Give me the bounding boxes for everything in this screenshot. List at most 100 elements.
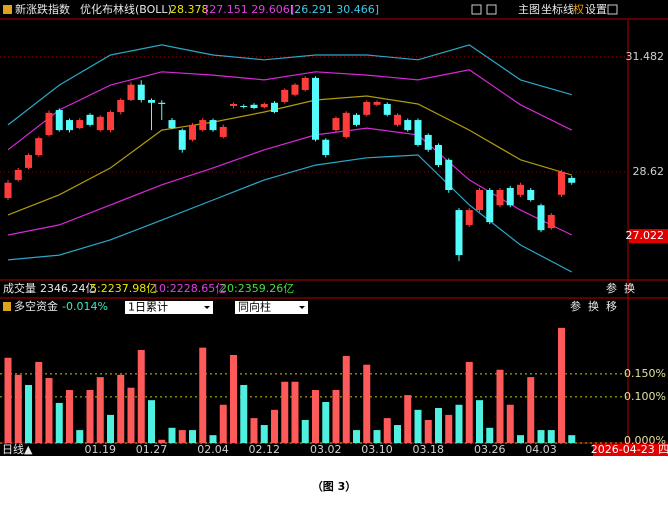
date-box bbox=[593, 444, 668, 456]
candle-body bbox=[25, 155, 32, 168]
candle-body bbox=[394, 114, 401, 125]
fund-bar bbox=[312, 390, 319, 443]
x-tick-label: 02.04 bbox=[197, 443, 229, 456]
dropdown[interactable] bbox=[125, 301, 213, 314]
candle-body bbox=[486, 189, 494, 223]
x-tick-label: 01.19 bbox=[85, 443, 117, 456]
y-tick-label: 0.000% bbox=[624, 434, 666, 447]
candle-body bbox=[445, 159, 453, 190]
fund-bar bbox=[322, 402, 330, 443]
dropdown-label: 同向柱 bbox=[238, 300, 271, 314]
fund-bar bbox=[291, 381, 299, 443]
fund-bar bbox=[25, 384, 32, 443]
candle-body bbox=[547, 214, 555, 229]
candle-body bbox=[14, 169, 22, 180]
candle-body bbox=[342, 112, 350, 137]
tool-icon[interactable] bbox=[471, 4, 482, 15]
candle-body bbox=[35, 138, 43, 156]
fund-bar bbox=[168, 427, 176, 443]
x-tick-label: 03.26 bbox=[474, 443, 506, 456]
price-marker bbox=[629, 229, 668, 244]
candle-body bbox=[117, 99, 125, 113]
x-tick-label: 03.10 bbox=[361, 443, 393, 456]
candle-body bbox=[178, 130, 186, 150]
fund-bar bbox=[363, 364, 371, 443]
tool-icon[interactable] bbox=[486, 4, 497, 15]
candle-body bbox=[353, 114, 360, 125]
dropdown[interactable] bbox=[235, 301, 308, 314]
panel-button[interactable]: 换 bbox=[624, 281, 635, 295]
toolbar-button[interactable]: 设置 bbox=[585, 3, 607, 16]
x-tick-label: 02.12 bbox=[249, 443, 281, 456]
fund-bar bbox=[558, 327, 565, 443]
candle-body bbox=[158, 102, 166, 104]
candle-body bbox=[66, 120, 73, 131]
fund-bar bbox=[332, 390, 340, 443]
fund-bar bbox=[383, 418, 391, 443]
fund-bar bbox=[66, 390, 73, 443]
candle-body bbox=[209, 120, 217, 131]
panel-button[interactable]: 参 bbox=[570, 299, 581, 313]
candle-body bbox=[322, 139, 330, 156]
candle-body bbox=[189, 124, 196, 140]
fund-bar bbox=[127, 387, 135, 443]
boll-band bbox=[7, 127, 573, 236]
fund-bar bbox=[568, 435, 576, 443]
fund-bar bbox=[342, 355, 350, 443]
fund-bar bbox=[424, 419, 432, 443]
candle-body bbox=[127, 84, 135, 100]
x-tick-label: 03.02 bbox=[310, 443, 342, 456]
fund-bar bbox=[45, 378, 53, 443]
candle-body bbox=[506, 187, 514, 206]
candle-body bbox=[558, 171, 565, 195]
fund-bar bbox=[506, 404, 514, 443]
volume-value: 2346.24亿 bbox=[40, 282, 97, 295]
fund-bar bbox=[96, 377, 104, 443]
candle-body bbox=[383, 103, 391, 115]
fund-bar bbox=[260, 425, 268, 443]
index-icon bbox=[3, 5, 12, 14]
boll-inner: [27.151 29.606] bbox=[205, 3, 294, 16]
boll-band bbox=[7, 154, 573, 273]
volume-label: 成交量 bbox=[3, 281, 36, 295]
candle-body bbox=[476, 189, 483, 211]
tool-icon[interactable]: 主图 bbox=[518, 3, 540, 16]
y-tick-label: 0.100% bbox=[624, 390, 666, 403]
fund-bar bbox=[107, 414, 114, 443]
fund-icon bbox=[3, 302, 11, 311]
panel-button[interactable]: 换 bbox=[588, 299, 599, 313]
close-icon[interactable] bbox=[607, 4, 618, 15]
boll-band bbox=[7, 69, 573, 151]
toolbar-button[interactable]: 坐标线 bbox=[541, 2, 574, 16]
candle-body bbox=[168, 120, 176, 129]
current-date: 2026-04-23 四 bbox=[591, 443, 668, 456]
candle-body bbox=[137, 84, 145, 100]
x-tick-label: 04.03 bbox=[525, 443, 557, 456]
candle-body bbox=[260, 103, 268, 108]
candle-body bbox=[312, 77, 319, 140]
fund-bar bbox=[281, 381, 289, 443]
fund-bar bbox=[158, 439, 166, 443]
toolbar-button[interactable]: 权 bbox=[573, 3, 584, 16]
x-tick-label: 03.18 bbox=[413, 443, 445, 456]
fund-bar bbox=[527, 377, 535, 443]
candle-body bbox=[404, 120, 412, 131]
x-tick-label: 01.27 bbox=[136, 443, 168, 456]
fund-bar bbox=[465, 361, 473, 443]
candle-body bbox=[281, 89, 289, 102]
fund-bar bbox=[404, 395, 412, 443]
volume-value: 20:2359.26亿 bbox=[220, 282, 294, 295]
fund-bar bbox=[537, 430, 545, 443]
candle-body bbox=[55, 110, 63, 131]
panel-button[interactable]: 参 bbox=[606, 281, 617, 295]
fund-bar bbox=[117, 374, 125, 443]
candle-body bbox=[45, 112, 53, 135]
fund-bar bbox=[4, 357, 12, 443]
panel-button[interactable]: 移 bbox=[606, 300, 617, 313]
fund-bar bbox=[86, 390, 94, 443]
price-marker-label: 27.022 bbox=[626, 229, 665, 242]
volume-value: 5:2237.98亿 bbox=[90, 282, 157, 295]
candle-body bbox=[496, 189, 504, 206]
boll-band bbox=[7, 44, 572, 126]
candle-body bbox=[465, 210, 473, 225]
